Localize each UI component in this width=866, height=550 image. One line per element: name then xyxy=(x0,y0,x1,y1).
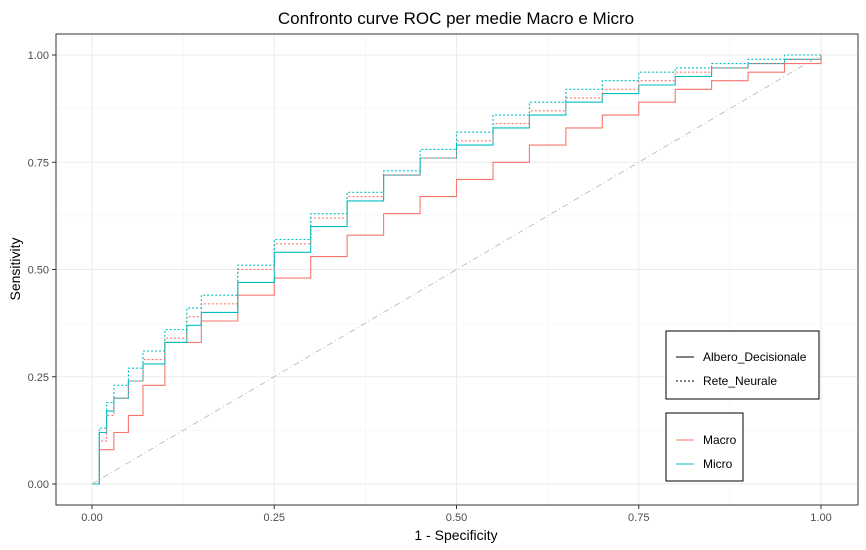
x-axis-title: 1 - Specificity xyxy=(414,527,497,543)
legend-label-rete_neurale: Rete_Neurale xyxy=(703,374,777,388)
legend-label-albero_decisionale: Albero_Decisionale xyxy=(703,350,807,364)
legend-linetype: Albero_Decisionale Rete_Neurale xyxy=(665,330,820,400)
chart-title: Confronto curve ROC per medie Macro e Mi… xyxy=(278,9,634,28)
x-tick-label: 0.75 xyxy=(628,512,649,524)
roc-line-micro-rete_neurale xyxy=(92,54,821,485)
x-axis: 0.00 0.25 0.50 0.75 1.00 xyxy=(81,505,832,524)
x-tick-label: 1.00 xyxy=(810,512,831,524)
legend-linetype-box xyxy=(665,330,820,400)
plot-panel xyxy=(55,33,859,506)
x-tick-label: 0.50 xyxy=(446,512,467,524)
legend-color: Macro Micro xyxy=(665,412,744,482)
legend-label-micro: Micro xyxy=(703,457,733,471)
roc-line-reference-dotdash xyxy=(91,54,822,485)
y-tick-label: 0.25 xyxy=(28,372,49,384)
roc-line-macro-albero_decisionale xyxy=(92,55,822,485)
y-tick-label: 0.75 xyxy=(28,157,49,169)
y-tick-label: 0.00 xyxy=(28,479,49,491)
y-tick-label: 0.50 xyxy=(28,265,49,277)
x-tick-label: 0.25 xyxy=(264,512,285,524)
roc-line-macro-rete_neurale xyxy=(92,55,822,485)
y-axis-title: Sensitivity xyxy=(7,237,23,300)
y-tick-label: 1.00 xyxy=(28,50,49,62)
legend-color-box xyxy=(665,412,744,482)
x-tick-label: 0.00 xyxy=(81,512,102,524)
y-axis: 0.00 0.25 0.50 0.75 1.00 xyxy=(28,50,56,491)
legend-label-macro: Macro xyxy=(703,433,737,447)
